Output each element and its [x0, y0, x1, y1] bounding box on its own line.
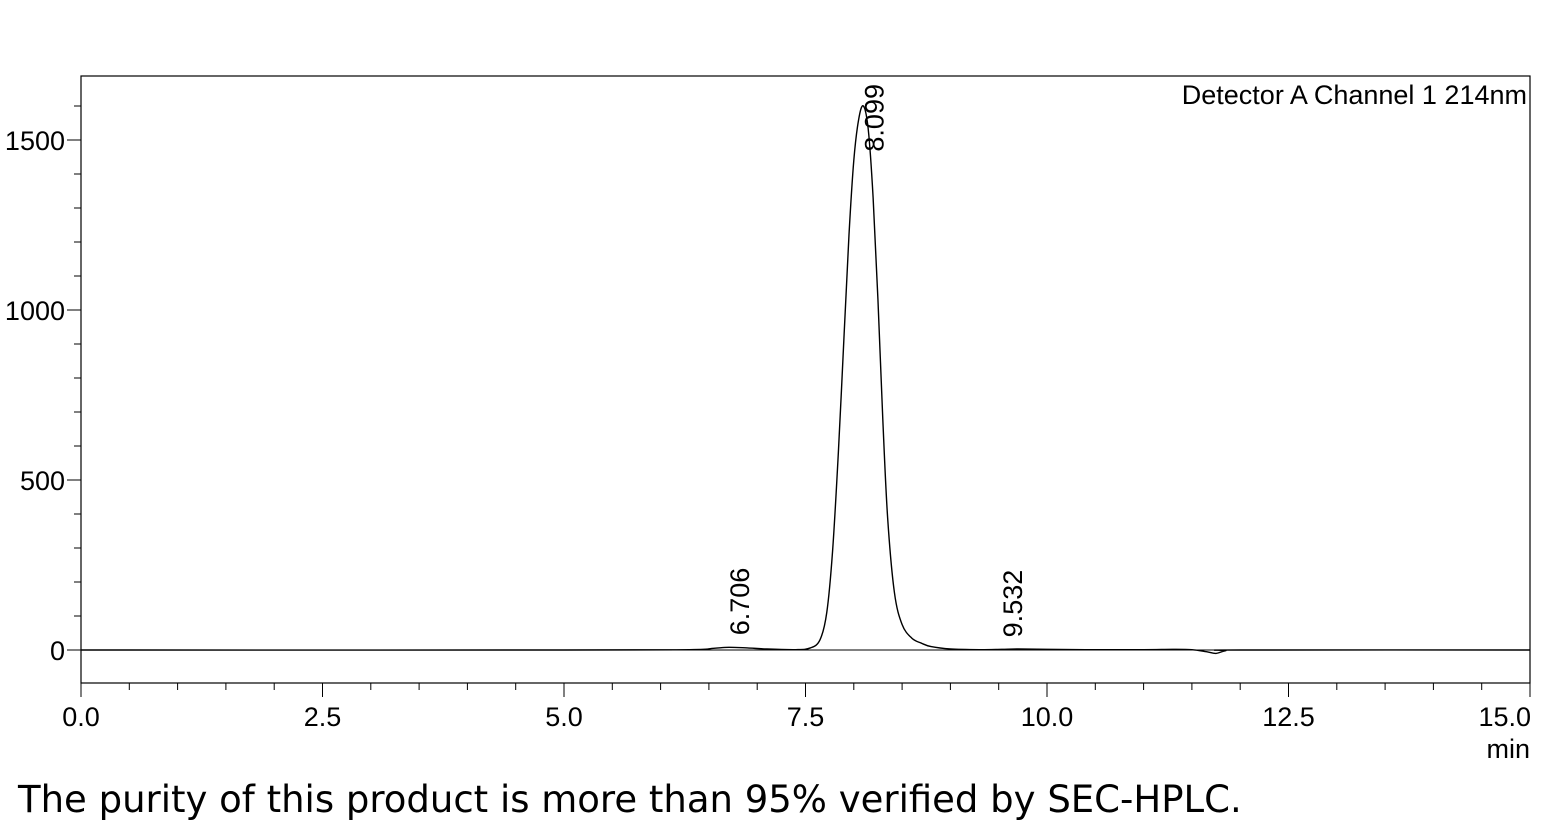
- peak-labels: 6.706 8.099 9.532: [725, 84, 1028, 637]
- x-tick-label: 2.5: [304, 702, 342, 732]
- y-tick-label: 500: [20, 466, 65, 496]
- y-axis: 0 500 1000 1500: [5, 105, 81, 666]
- peak-label: 8.099: [859, 84, 889, 152]
- x-axis-unit-label: min: [1486, 734, 1530, 764]
- purity-caption: The purity of this product is more than …: [18, 778, 1242, 821]
- peak-label: 9.532: [998, 570, 1028, 638]
- x-tick-label: 5.0: [545, 702, 583, 732]
- chromatogram-trace: [80, 105, 1531, 655]
- peak-label: 6.706: [725, 568, 755, 636]
- x-tick-label: 0.0: [62, 702, 100, 732]
- x-tick-label: 10.0: [1021, 702, 1074, 732]
- x-axis: 0.0 2.5 5.0 7.5 10.0 12.5 15.0: [62, 683, 1531, 732]
- chromatogram-plot: 0 500 1000 1500 0.0 2.5 5.0 7.5 10.0 12.5 15.0 6.…: [5, 75, 1531, 764]
- x-tick-label: 12.5: [1262, 702, 1315, 732]
- detector-label: Detector A Channel 1 214nm: [1182, 80, 1527, 110]
- y-tick-label: 0: [50, 636, 65, 666]
- y-tick-label: 1500: [5, 126, 65, 156]
- x-tick-label: 15.0: [1478, 702, 1531, 732]
- x-tick-label: 7.5: [787, 702, 825, 732]
- y-tick-label: 1000: [5, 296, 65, 326]
- plot-frame: [80, 75, 1531, 684]
